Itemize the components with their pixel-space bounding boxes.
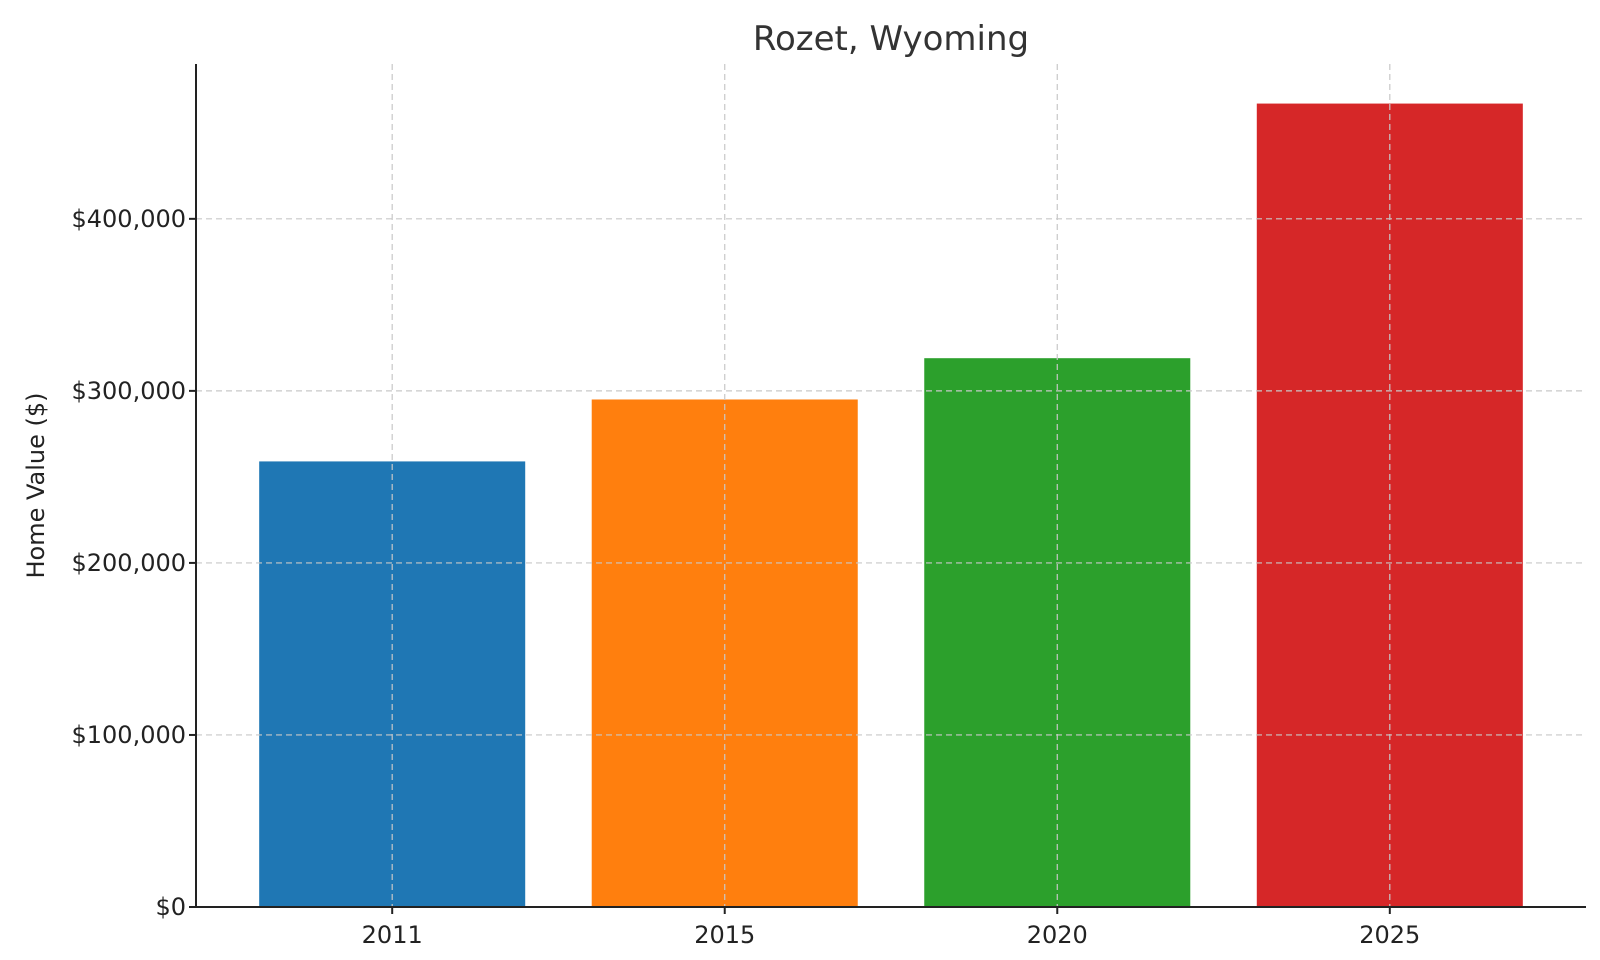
x-tick-label: 2025: [1359, 921, 1420, 949]
y-tick-label: $0: [155, 893, 186, 921]
y-tick-label: $400,000: [71, 205, 186, 233]
y-axis-label: Home Value ($): [22, 392, 50, 578]
grid-layer: [196, 64, 1586, 907]
x-tick-label: 2011: [362, 921, 423, 949]
x-tick-label: 2020: [1027, 921, 1088, 949]
y-tick-label: $300,000: [71, 377, 186, 405]
y-tick-label: $200,000: [71, 549, 186, 577]
y-tick-label: $100,000: [71, 721, 186, 749]
x-tick-label: 2015: [694, 921, 755, 949]
axes-layer: [195, 64, 1586, 908]
bars-layer: [259, 103, 1523, 907]
chart-title: Rozet, Wyoming: [753, 19, 1029, 59]
ticks-layer: $0 $100,000 $200,000 $300,000 $400,000 2011 20…: [71, 205, 1420, 949]
